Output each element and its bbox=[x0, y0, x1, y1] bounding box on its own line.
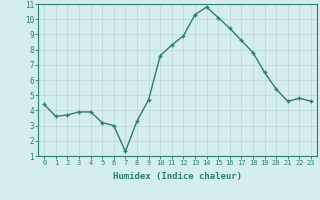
X-axis label: Humidex (Indice chaleur): Humidex (Indice chaleur) bbox=[113, 172, 242, 181]
